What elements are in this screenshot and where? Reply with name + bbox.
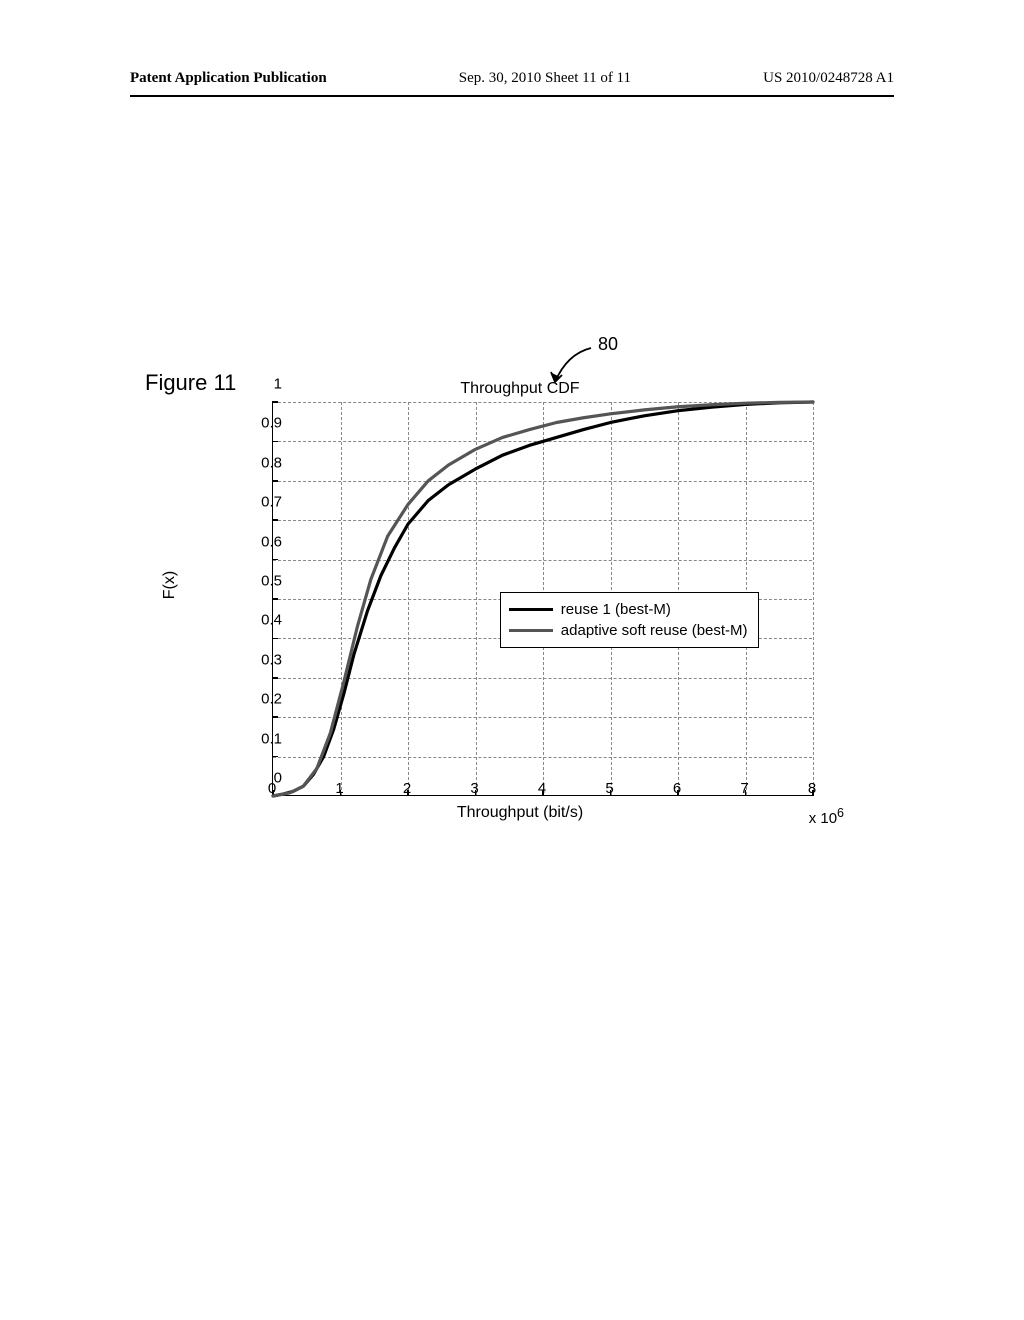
- xtick-label: 0: [268, 780, 276, 797]
- chart-container: Throughput CDF reuse 1 (best-M)adaptive …: [210, 380, 830, 860]
- ytick-label: 0.6: [242, 533, 282, 550]
- legend-item: reuse 1 (best-M): [509, 599, 748, 620]
- xtick-label: 3: [470, 780, 478, 797]
- header-right: US 2010/0248728 A1: [763, 70, 894, 87]
- xtick-label: 2: [403, 780, 411, 797]
- ytick-label: 0.7: [242, 494, 282, 511]
- x-scale-prefix: x 10: [809, 810, 837, 827]
- xtick-label: 6: [673, 780, 681, 797]
- chart-title: Throughput CDF: [210, 380, 830, 398]
- legend-item: adaptive soft reuse (best-M): [509, 620, 748, 641]
- header-center: Sep. 30, 2010 Sheet 11 of 11: [459, 70, 631, 87]
- ytick-label: 0.4: [242, 612, 282, 629]
- x-axis-label: Throughput (bit/s): [210, 804, 830, 822]
- header-rule: [130, 95, 894, 97]
- legend-label: reuse 1 (best-M): [561, 599, 671, 620]
- xtick-label: 1: [335, 780, 343, 797]
- ytick-label: 0.1: [242, 730, 282, 747]
- y-axis-label: F(x): [161, 565, 179, 605]
- gridline-v: [813, 402, 814, 795]
- annotation-ref-80: 80: [598, 334, 618, 355]
- header-left: Patent Application Publication: [130, 70, 327, 87]
- plot-area: reuse 1 (best-M)adaptive soft reuse (bes…: [272, 402, 812, 796]
- legend: reuse 1 (best-M)adaptive soft reuse (bes…: [500, 592, 759, 648]
- ytick-label: 1: [242, 376, 282, 393]
- x-axis-scale: x 106: [809, 806, 844, 827]
- xtick-label: 4: [538, 780, 546, 797]
- xtick-label: 8: [808, 780, 816, 797]
- legend-swatch: [509, 608, 553, 611]
- xtick-label: 5: [605, 780, 613, 797]
- legend-label: adaptive soft reuse (best-M): [561, 620, 748, 641]
- ytick-label: 0.5: [242, 573, 282, 590]
- legend-swatch: [509, 629, 553, 632]
- ytick-label: 0.9: [242, 415, 282, 432]
- x-scale-exp: 6: [837, 806, 844, 820]
- xtick-label: 7: [740, 780, 748, 797]
- ytick-label: 0.3: [242, 651, 282, 668]
- page-header: Patent Application Publication Sep. 30, …: [130, 70, 894, 87]
- ytick-label: 0.2: [242, 691, 282, 708]
- ytick-label: 0.8: [242, 454, 282, 471]
